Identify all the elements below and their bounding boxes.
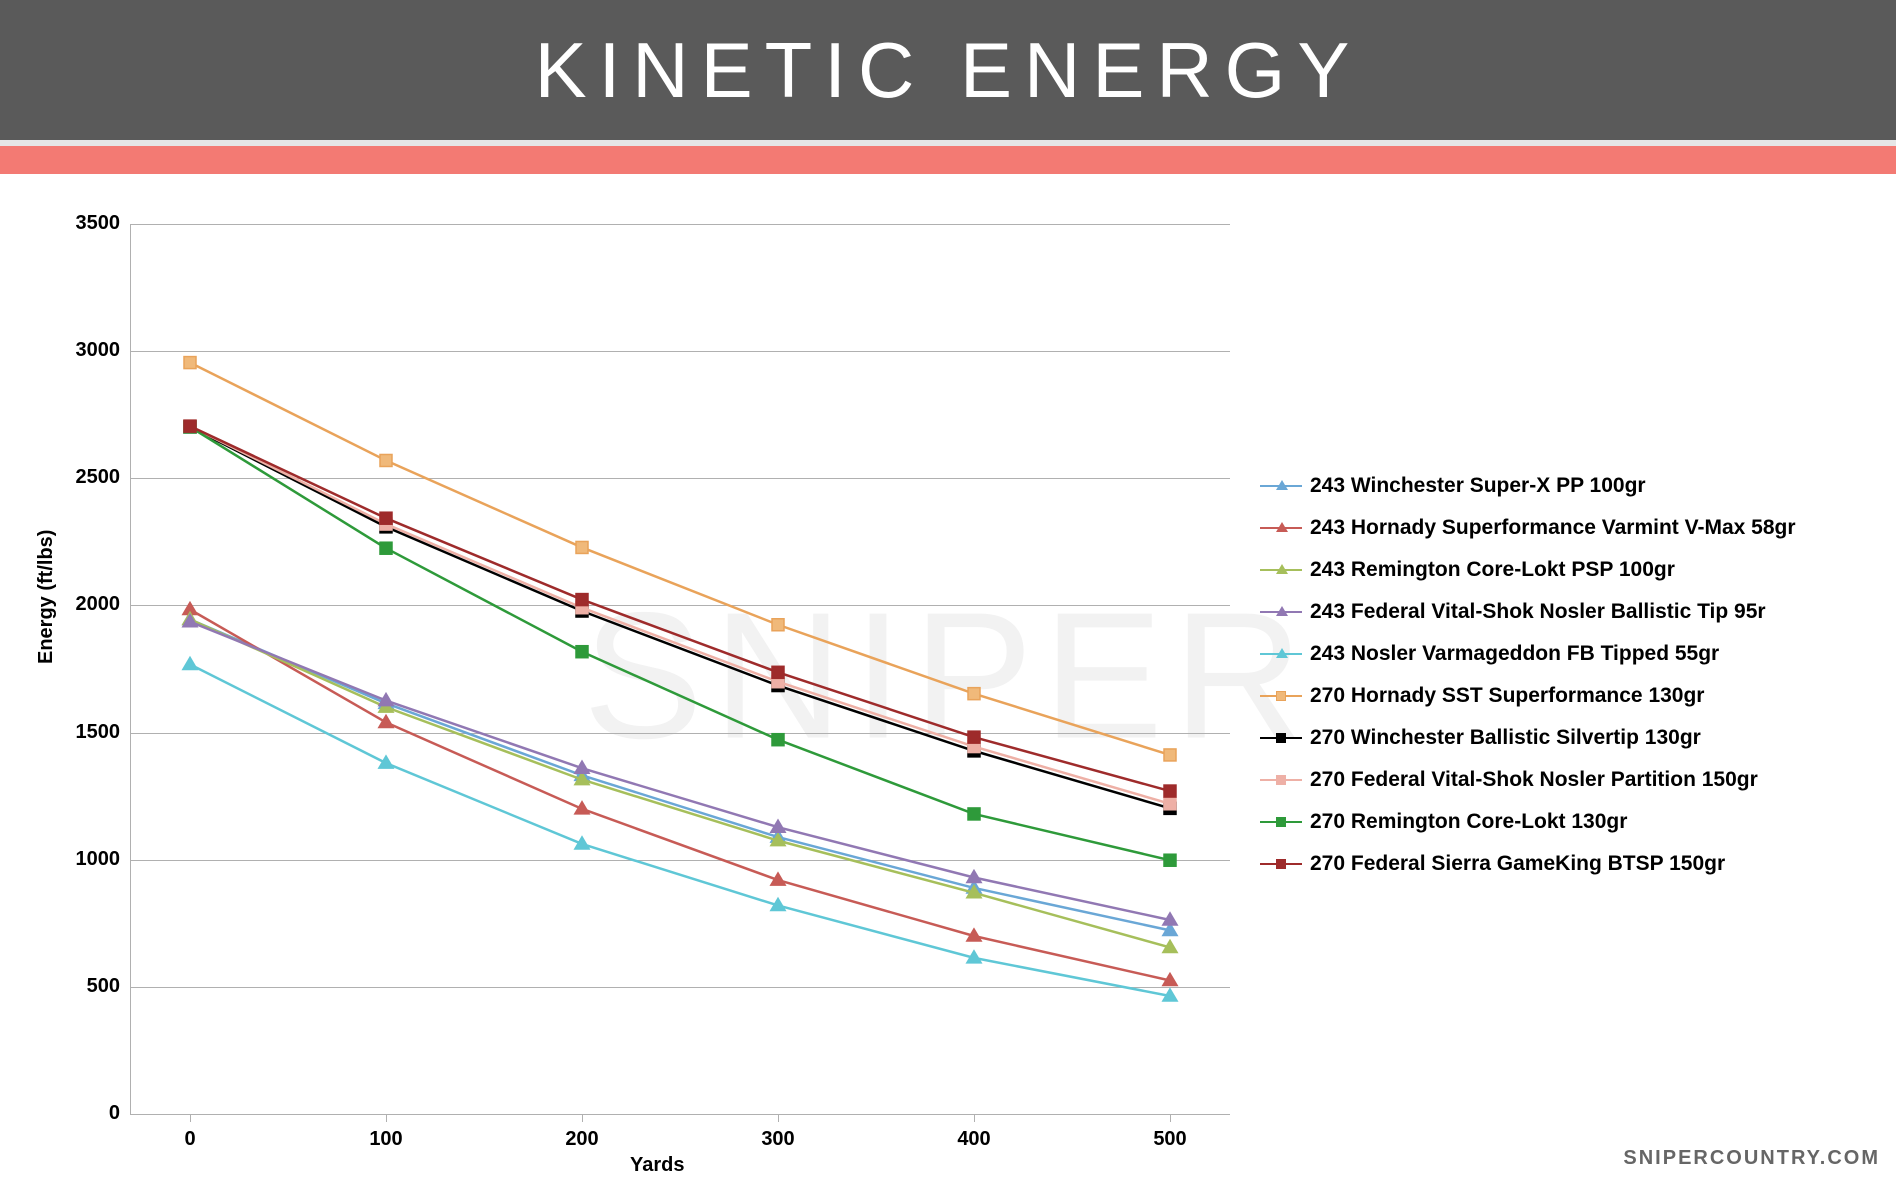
triangle-icon	[1276, 606, 1288, 616]
triangle-icon	[1276, 648, 1288, 658]
square-icon	[1276, 691, 1286, 701]
y-tick-label: 3500	[60, 212, 120, 235]
legend-label: 243 Winchester Super-X PP 100gr	[1310, 474, 1646, 498]
series-line	[190, 609, 1170, 980]
page-container: KINETIC ENERGY SNIPER 050010001500200025…	[0, 0, 1896, 1178]
legend-marker	[1260, 611, 1302, 613]
x-tick	[386, 1114, 387, 1122]
legend-item: 270 Winchester Ballistic Silvertip 130gr	[1260, 726, 1860, 750]
y-tick-label: 1500	[60, 721, 120, 744]
legend-label: 243 Remington Core-Lokt PSP 100gr	[1310, 558, 1675, 582]
legend-marker	[1260, 779, 1302, 781]
series-line	[190, 426, 1170, 791]
series-marker	[968, 731, 980, 743]
series-marker	[772, 619, 784, 631]
legend-item: 270 Remington Core-Lokt 130gr	[1260, 810, 1860, 834]
series-marker	[772, 734, 784, 746]
chart-lines-svg	[130, 224, 1230, 1114]
legend-marker	[1260, 863, 1302, 865]
legend-label: 270 Federal Sierra GameKing BTSP 150gr	[1310, 852, 1725, 876]
plot-area: 0500100015002000250030003500010020030040…	[130, 224, 1230, 1114]
legend: 243 Winchester Super-X PP 100gr 243 Horna…	[1260, 474, 1860, 894]
series-marker	[576, 541, 588, 553]
legend-marker	[1260, 695, 1302, 697]
legend-item: 270 Hornady SST Superformance 130gr	[1260, 684, 1860, 708]
legend-marker	[1260, 527, 1302, 529]
triangle-icon	[1276, 480, 1288, 490]
series-marker	[1164, 854, 1176, 866]
series-marker	[968, 688, 980, 700]
chart-panel: SNIPER 050010001500200025003000350001002…	[0, 174, 1896, 1178]
title-bar: KINETIC ENERGY	[0, 0, 1896, 140]
axis-border	[130, 1114, 1230, 1115]
series-marker	[184, 357, 196, 369]
legend-label: 270 Federal Vital-Shok Nosler Partition …	[1310, 768, 1758, 792]
triangle-icon	[1276, 564, 1288, 574]
series-marker	[380, 542, 392, 554]
footer-attribution: SNIPERCOUNTRY.COM	[1623, 1147, 1880, 1170]
series-marker	[380, 512, 392, 524]
x-tick	[1170, 1114, 1171, 1122]
series-marker	[576, 594, 588, 606]
legend-item: 270 Federal Vital-Shok Nosler Partition …	[1260, 768, 1860, 792]
x-tick-label: 0	[160, 1128, 220, 1151]
legend-label: 243 Federal Vital-Shok Nosler Ballistic …	[1310, 600, 1766, 624]
series-marker	[379, 756, 393, 768]
accent-bar	[0, 146, 1896, 174]
y-tick-label: 2000	[60, 593, 120, 616]
series-marker	[1164, 749, 1176, 761]
legend-label: 270 Remington Core-Lokt 130gr	[1310, 810, 1627, 834]
x-axis-label: Yards	[630, 1154, 684, 1177]
series-marker	[379, 715, 393, 727]
legend-item: 243 Federal Vital-Shok Nosler Ballistic …	[1260, 600, 1860, 624]
legend-label: 243 Hornady Superformance Varmint V-Max …	[1310, 516, 1796, 540]
legend-marker	[1260, 821, 1302, 823]
x-tick	[190, 1114, 191, 1122]
series-marker	[184, 420, 196, 432]
legend-label: 270 Winchester Ballistic Silvertip 130gr	[1310, 726, 1701, 750]
legend-item: 243 Hornady Superformance Varmint V-Max …	[1260, 516, 1860, 540]
series-marker	[183, 657, 197, 669]
legend-marker	[1260, 653, 1302, 655]
x-tick	[778, 1114, 779, 1122]
square-icon	[1276, 859, 1286, 869]
square-icon	[1276, 817, 1286, 827]
y-tick-label: 0	[60, 1102, 120, 1125]
series-line	[190, 619, 1170, 930]
legend-marker	[1260, 569, 1302, 571]
x-tick-label: 200	[552, 1128, 612, 1151]
series-marker	[1164, 785, 1176, 797]
legend-marker	[1260, 737, 1302, 739]
series-marker	[380, 454, 392, 466]
series-line	[190, 426, 1170, 804]
x-tick-label: 300	[748, 1128, 808, 1151]
series-marker	[576, 646, 588, 658]
y-tick-label: 1000	[60, 848, 120, 871]
legend-item: 243 Remington Core-Lokt PSP 100gr	[1260, 558, 1860, 582]
legend-label: 270 Hornady SST Superformance 130gr	[1310, 684, 1704, 708]
x-tick	[582, 1114, 583, 1122]
legend-label: 243 Nosler Varmageddon FB Tipped 55gr	[1310, 642, 1719, 666]
legend-item: 243 Winchester Super-X PP 100gr	[1260, 474, 1860, 498]
x-tick	[974, 1114, 975, 1122]
y-axis-label: Energy (ft/lbs)	[35, 530, 58, 664]
series-marker	[772, 666, 784, 678]
x-tick-label: 100	[356, 1128, 416, 1151]
legend-item: 243 Nosler Varmageddon FB Tipped 55gr	[1260, 642, 1860, 666]
legend-marker	[1260, 485, 1302, 487]
square-icon	[1276, 733, 1286, 743]
series-marker	[1164, 798, 1176, 810]
series-marker	[968, 808, 980, 820]
triangle-icon	[1276, 522, 1288, 532]
square-icon	[1276, 775, 1286, 785]
y-tick-label: 3000	[60, 339, 120, 362]
x-tick-label: 400	[944, 1128, 1004, 1151]
page-title: KINETIC ENERGY	[535, 25, 1362, 116]
y-tick-label: 500	[60, 975, 120, 998]
x-tick-label: 500	[1140, 1128, 1200, 1151]
y-tick-label: 2500	[60, 466, 120, 489]
legend-item: 270 Federal Sierra GameKing BTSP 150gr	[1260, 852, 1860, 876]
